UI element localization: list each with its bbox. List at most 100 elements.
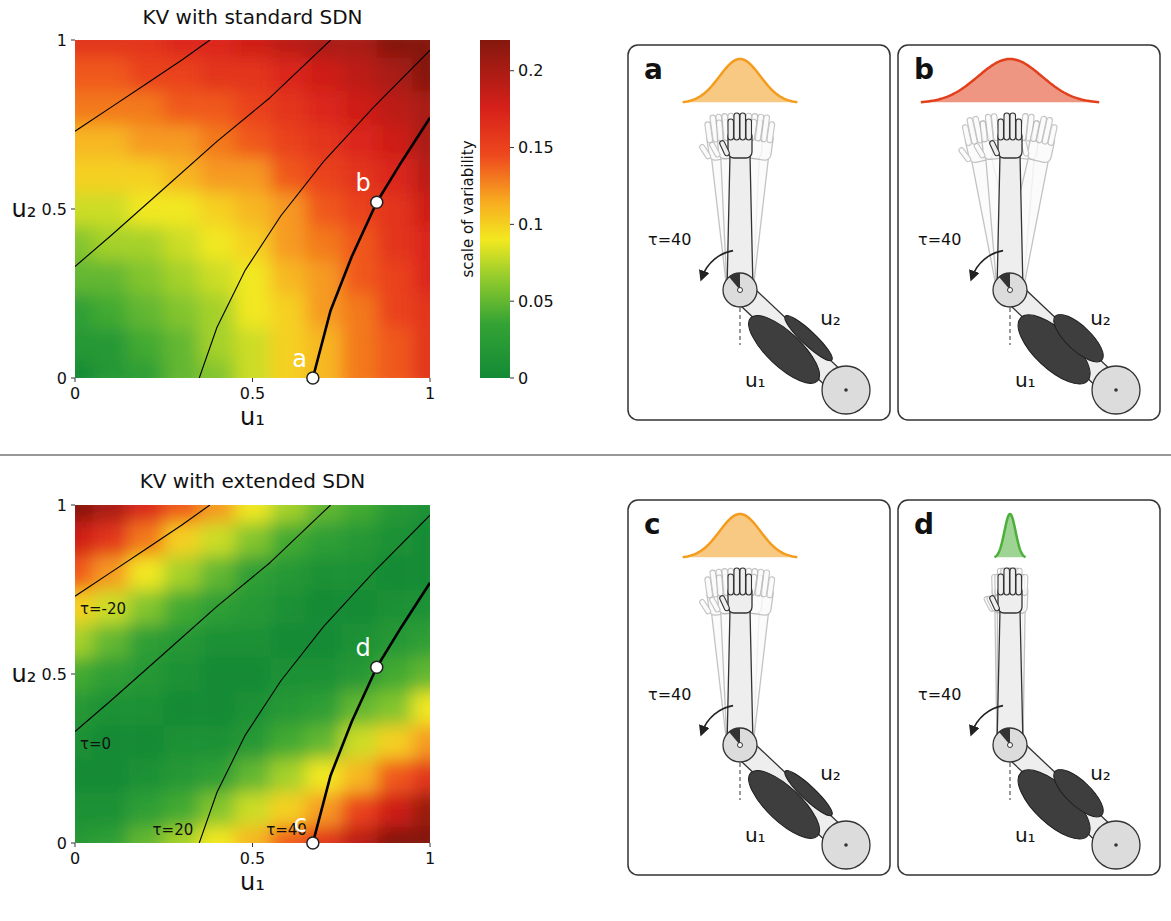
heat-cell xyxy=(412,294,430,328)
distribution xyxy=(683,59,798,102)
heat-cell xyxy=(93,792,129,826)
contour-label: τ=20 xyxy=(153,821,194,839)
heat-cell xyxy=(75,691,93,725)
heat-cell xyxy=(128,192,164,226)
finger xyxy=(1003,568,1010,595)
heat-cell xyxy=(412,691,430,725)
cells xyxy=(75,505,430,843)
heat-cell xyxy=(270,522,306,556)
contour-label: τ=-20 xyxy=(80,600,126,618)
x-axis-title: u₁ xyxy=(240,868,265,896)
y-axis-title: u₂ xyxy=(12,195,37,223)
torque-arrow xyxy=(702,706,733,732)
distribution-fill xyxy=(683,59,798,102)
elbow-center xyxy=(738,288,743,293)
ghost-forearm xyxy=(952,114,1023,294)
heat-cell xyxy=(235,759,271,793)
forearm xyxy=(989,568,1023,745)
heat-cell xyxy=(93,691,129,725)
muscle-label: u₂ xyxy=(1090,761,1111,785)
heat-cell xyxy=(412,40,430,57)
heat-cell xyxy=(235,226,271,260)
heat-cell xyxy=(164,361,200,378)
heat-cell xyxy=(199,556,235,590)
heat-cell xyxy=(341,361,377,378)
forearm-bone xyxy=(997,610,1028,746)
colorbar-tick xyxy=(510,70,514,71)
finger xyxy=(1010,568,1017,595)
y-axis-title: u₂ xyxy=(12,660,37,688)
heat-cell xyxy=(341,556,377,590)
heat-cell xyxy=(270,556,306,590)
x-tick xyxy=(430,378,431,382)
heat-cell xyxy=(199,226,235,260)
muscle-label: u₁ xyxy=(745,823,766,847)
heat-cell xyxy=(128,556,164,590)
heat-cell xyxy=(412,57,430,91)
heat-cell xyxy=(341,826,377,843)
ghost-forearm xyxy=(719,112,777,292)
y-tick-label: 0 xyxy=(57,834,67,853)
panel-letter: b xyxy=(914,53,934,86)
heat-cell xyxy=(128,505,164,522)
heat-cell xyxy=(75,623,93,657)
heat-cell xyxy=(270,125,306,159)
heat-cell xyxy=(128,590,164,624)
arm-panel: cu₁u₂τ=40 xyxy=(628,500,890,875)
heat-cell xyxy=(199,294,235,328)
heat-cell xyxy=(128,725,164,759)
x-tick xyxy=(252,843,253,847)
heat-cell xyxy=(412,158,430,192)
heat-cell xyxy=(235,192,271,226)
heat-cell xyxy=(412,759,430,793)
heat-cell xyxy=(377,556,413,590)
forearm-bone xyxy=(727,610,753,745)
heat-cell xyxy=(377,792,413,826)
heat-cell xyxy=(128,226,164,260)
forearm-bone xyxy=(994,610,1023,745)
heat-cell xyxy=(270,91,306,125)
heat-cell xyxy=(75,91,93,125)
heat-cell xyxy=(199,522,235,556)
muscle-label: u₂ xyxy=(1090,306,1111,330)
heat-cell xyxy=(412,361,430,378)
heat-cell xyxy=(75,294,93,328)
heat-cell xyxy=(412,192,430,226)
plot-area xyxy=(75,40,430,378)
panel-letter: d xyxy=(914,508,934,541)
separator xyxy=(0,454,1171,455)
heat-cell xyxy=(199,158,235,192)
torque-label: τ=40 xyxy=(648,230,691,249)
x-tick-label: 1 xyxy=(425,849,435,868)
heat-cell xyxy=(199,327,235,361)
contour-line xyxy=(313,583,430,843)
chart-title: KV with standard SDN xyxy=(142,5,362,29)
x-tick xyxy=(75,843,76,847)
forearm-bone xyxy=(992,610,1023,746)
x-tick-label: 0 xyxy=(70,849,80,868)
heatmap-panel: KV with extended SDNτ=-20τ=0τ=20τ=40cd00… xyxy=(12,469,449,896)
heat-cell xyxy=(306,91,342,125)
heat-cell xyxy=(235,725,271,759)
heat-cell xyxy=(164,657,200,691)
y-tick-label: 1 xyxy=(57,31,67,50)
heat-cell xyxy=(235,158,271,192)
heat-cell xyxy=(341,759,377,793)
shoulder-center xyxy=(844,388,848,392)
heat-cell xyxy=(164,759,200,793)
heat-cell xyxy=(75,57,93,91)
heat-cell xyxy=(377,226,413,260)
thumb xyxy=(989,140,1000,157)
thumb xyxy=(958,147,972,163)
elbow-center xyxy=(1008,743,1013,748)
shoulder xyxy=(1092,366,1140,414)
heat-cell xyxy=(164,623,200,657)
elbow xyxy=(723,273,757,307)
heat-cell xyxy=(412,657,430,691)
colorbar-tick-label: 0.1 xyxy=(518,215,543,234)
forearm-bone xyxy=(727,155,753,290)
reference-line xyxy=(740,763,741,800)
y-tick xyxy=(71,209,75,210)
heat-cell xyxy=(306,361,342,378)
plot-area xyxy=(75,505,430,843)
